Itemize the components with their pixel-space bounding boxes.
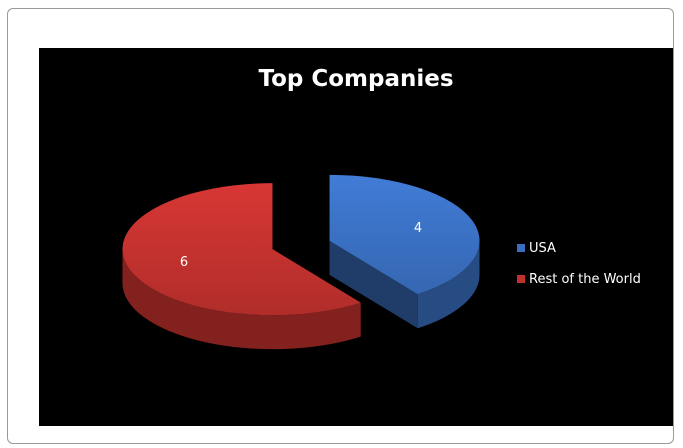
pie-slice-usa: 4	[329, 174, 480, 329]
pie-top-rest-of-world	[122, 183, 361, 316]
data-label-rest-of-world: 6	[180, 255, 188, 270]
legend: USA Rest of the World	[517, 238, 641, 300]
legend-label-usa: USA	[529, 240, 556, 256]
pie-wall-usa-1	[329, 240, 418, 329]
chart-title: Top Companies	[258, 66, 454, 92]
legend-swatch-usa	[517, 244, 525, 252]
legend-item-usa: USA	[517, 238, 641, 258]
data-label-usa: 4	[414, 221, 422, 236]
legend-label-rest-of-world: Rest of the World	[529, 271, 641, 287]
pie-slice-rest-of-world: 6	[122, 183, 361, 350]
pie-side-usa-0	[417, 240, 480, 329]
pie-side-rest-of-world-0	[122, 249, 361, 350]
pie-chart: 64	[122, 174, 480, 350]
legend-item-rest-of-world: Rest of the World	[517, 269, 641, 289]
legend-swatch-rest-of-world	[517, 275, 525, 283]
pie-top-usa	[329, 174, 480, 295]
